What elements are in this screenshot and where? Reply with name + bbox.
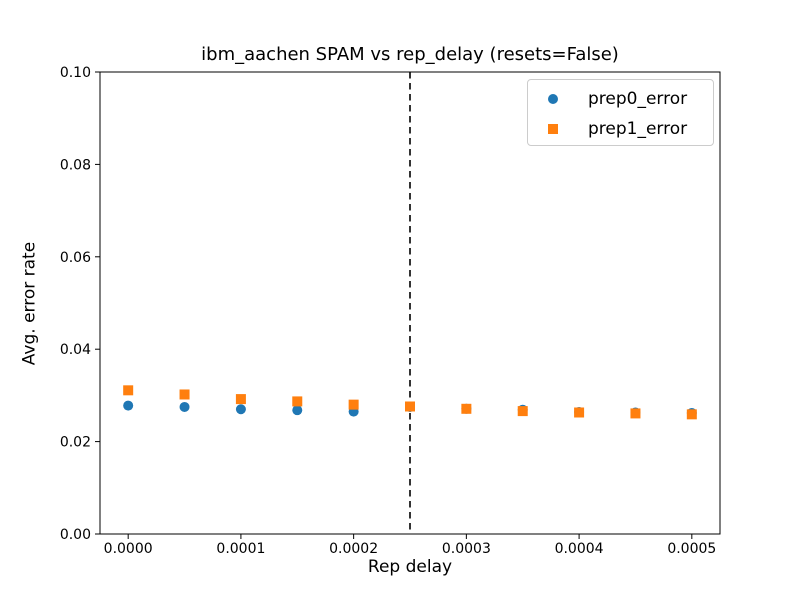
x-axis-label: Rep delay [367,557,453,577]
data-point-prep1_error [235,394,246,405]
legend-label-prep1: prep1_error [588,119,688,139]
x-tick-label: 0.0005 [667,541,716,557]
data-point-prep1_error [461,403,472,414]
plot-frame [99,71,721,535]
data-point-prep1_error [348,399,359,410]
y-tick-label: 0.00 [60,527,91,543]
prep1-square-marker-icon [548,124,558,134]
y-tick-label: 0.04 [60,342,91,358]
y-tick-label: 0.02 [60,435,91,451]
y-tick-label: 0.08 [60,157,91,173]
legend: prep0_error prep1_error [527,79,714,146]
y-tick-label: 0.10 [60,65,91,81]
prep0-circle-marker-icon [548,94,558,104]
data-point-prep1_error [405,401,415,412]
y-tick-label: 0.06 [60,250,91,266]
data-point-prep1_error [123,385,134,396]
data-point-prep0_error [123,400,134,411]
data-point-prep1_error [630,408,641,419]
data-point-prep0_error [235,404,246,415]
x-tick-label: 0.0000 [104,541,153,557]
data-point-prep0_error [292,405,303,416]
y-axis-label: Avg. error rate [19,241,40,366]
chart-title: ibm_aachen SPAM vs rep_delay (resets=Fal… [201,44,619,65]
data-point-prep0_error [179,401,190,412]
legend-label-prep0: prep0_error [588,89,688,109]
data-point-prep1_error [179,389,190,400]
x-tick-label: 0.0002 [329,541,378,557]
data-point-prep1_error [686,409,697,420]
data-point-prep1_error [517,406,528,417]
data-point-prep1_error [574,407,585,418]
x-tick-label: 0.0004 [555,541,604,557]
x-tick-label: 0.0001 [216,541,265,557]
legend-item-prep0-error: prep0_error [528,84,713,114]
legend-item-prep1-error: prep1_error [528,114,713,144]
data-point-prep1_error [292,396,303,407]
x-tick-label: 0.0003 [442,541,491,557]
